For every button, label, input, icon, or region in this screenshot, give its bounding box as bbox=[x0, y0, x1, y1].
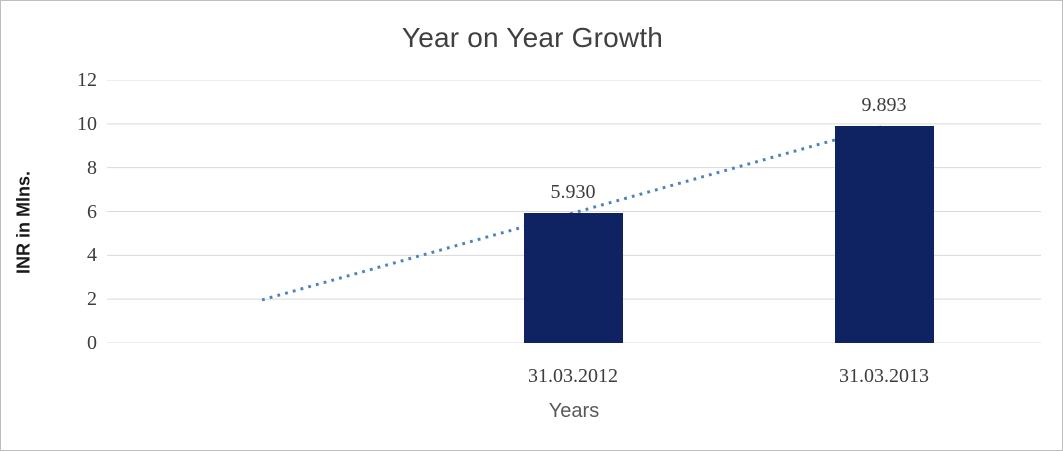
x-axis-title: Years bbox=[548, 400, 600, 422]
bar bbox=[834, 126, 934, 343]
bar-data-label: 9.893 bbox=[861, 94, 907, 117]
chart-title: Year on Year Growth bbox=[401, 22, 664, 53]
x-category-label: 31.03.2013 bbox=[839, 365, 929, 387]
bar bbox=[523, 213, 623, 343]
y-tick-label: 0 bbox=[87, 332, 97, 354]
y-tick-label: 8 bbox=[87, 156, 97, 179]
bar-data-label: 5.930 bbox=[550, 181, 596, 204]
y-tick-label: 6 bbox=[87, 200, 97, 223]
y-tick-label: 12 bbox=[77, 69, 97, 91]
x-category-label: 31.03.2012 bbox=[528, 365, 618, 387]
y-tick-label: 10 bbox=[77, 112, 97, 135]
y-tick-label: 4 bbox=[87, 244, 97, 267]
linear-trendline bbox=[261, 124, 885, 302]
y-tick-label: 2 bbox=[87, 288, 97, 311]
